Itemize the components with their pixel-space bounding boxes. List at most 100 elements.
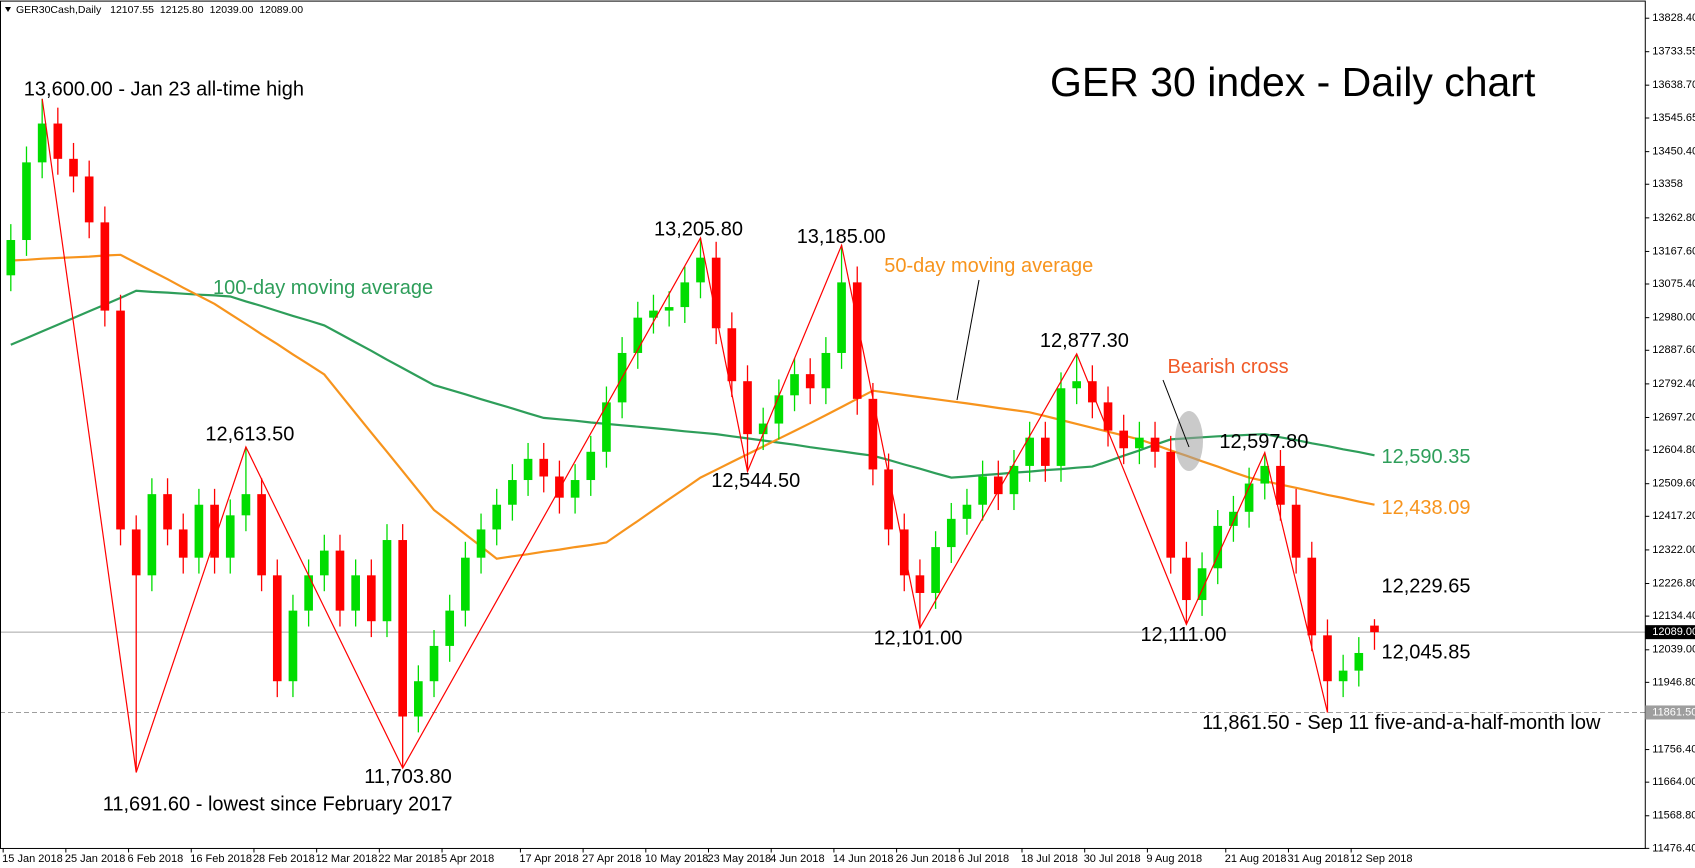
zigzag-layer bbox=[41, 98, 1329, 773]
y-tick-label: 11664.00 bbox=[1652, 776, 1695, 788]
y-tick-label: 13733.55 bbox=[1652, 46, 1695, 58]
candle-body bbox=[727, 328, 737, 382]
candle-body bbox=[868, 398, 878, 470]
candle-body bbox=[1307, 557, 1317, 636]
candle-body bbox=[257, 494, 266, 576]
menu-icon bbox=[5, 7, 11, 12]
price-label: 11861.50 bbox=[1652, 706, 1695, 718]
candle-body bbox=[1197, 568, 1207, 601]
candle-body bbox=[492, 504, 502, 530]
y-tick-label: 13638.70 bbox=[1652, 79, 1695, 91]
y-tick-label: 13358 bbox=[1652, 178, 1683, 190]
candle-body bbox=[6, 240, 16, 276]
annotation: 100-day moving average bbox=[213, 277, 433, 299]
candle-body bbox=[821, 352, 831, 389]
annotation: 12,101.00 bbox=[873, 627, 962, 649]
x-tick-label: 4 Jun 2018 bbox=[770, 853, 824, 865]
candle-body bbox=[53, 123, 63, 159]
candle-body bbox=[884, 469, 893, 530]
y-tick-label: 11946.80 bbox=[1652, 676, 1695, 688]
candle-body bbox=[1276, 465, 1285, 505]
candle-body bbox=[147, 494, 157, 576]
candle-body bbox=[1338, 670, 1348, 682]
y-tick-label: 13167.60 bbox=[1652, 245, 1695, 257]
y-tick-label: 12509.60 bbox=[1652, 478, 1695, 490]
x-tick-label: 18 Jul 2018 bbox=[1021, 853, 1078, 865]
annotation: 13,185.00 bbox=[797, 226, 886, 248]
x-tick-label: 16 Feb 2018 bbox=[190, 853, 252, 865]
candle-body bbox=[210, 504, 219, 558]
x-tick-label: 14 Jun 2018 bbox=[833, 853, 894, 865]
annotation: 12,877.30 bbox=[1040, 330, 1129, 352]
candle-body bbox=[429, 645, 439, 682]
chart-header: GER30Cash,Daily 12107.55 12125.80 12039.… bbox=[16, 4, 303, 16]
annotation: 13,600.00 - Jan 23 all-time high bbox=[24, 78, 304, 100]
candle-body bbox=[461, 557, 470, 611]
candle-body bbox=[304, 575, 313, 611]
candle-body bbox=[476, 529, 486, 558]
candle-body bbox=[351, 575, 360, 611]
candle-body bbox=[100, 222, 110, 311]
annotation: 50-day moving average bbox=[884, 255, 1093, 277]
y-tick-label: 11756.40 bbox=[1652, 743, 1695, 755]
candle-body bbox=[852, 282, 862, 399]
y-tick-label: 13545.65 bbox=[1652, 112, 1695, 124]
candle-body bbox=[993, 476, 1003, 495]
x-tick-label: 12 Sep 2018 bbox=[1350, 853, 1412, 865]
candle-body bbox=[398, 540, 407, 717]
annotation: 11,691.60 - lowest since February 2017 bbox=[103, 793, 453, 815]
x-tick-label: 22 Mar 2018 bbox=[378, 853, 440, 865]
cross-highlight bbox=[1175, 411, 1203, 471]
annotation: 11,703.80 bbox=[364, 766, 452, 788]
candle-body bbox=[523, 458, 533, 481]
candle-body bbox=[1166, 451, 1176, 558]
y-tick-label: 12887.60 bbox=[1652, 344, 1695, 356]
candle-body bbox=[758, 423, 768, 435]
candle-body bbox=[1244, 483, 1254, 512]
candle-body bbox=[1119, 430, 1129, 449]
candle-body bbox=[696, 257, 705, 283]
y-tick-label: 13262.80 bbox=[1652, 212, 1695, 224]
price-label: 12089.00 bbox=[1652, 626, 1695, 638]
candle-body bbox=[1370, 625, 1379, 633]
candle-body bbox=[962, 504, 972, 519]
candle-body bbox=[319, 550, 329, 576]
price-label-box bbox=[1645, 625, 1695, 640]
y-tick-label: 12134.40 bbox=[1652, 610, 1695, 622]
candle-body bbox=[163, 494, 172, 530]
y-tick-label: 12792.40 bbox=[1652, 378, 1695, 390]
y-tick-label: 12417.20 bbox=[1652, 510, 1695, 522]
ohlc-open: 12107.55 bbox=[110, 4, 154, 16]
candle-body bbox=[790, 374, 799, 396]
candle-body bbox=[915, 575, 925, 593]
candle-body bbox=[1025, 437, 1034, 466]
y-tick-label: 12980.00 bbox=[1652, 312, 1695, 324]
candle-body bbox=[664, 307, 674, 311]
x-tick-label: 12 Mar 2018 bbox=[316, 853, 378, 865]
candle-body bbox=[649, 310, 658, 318]
candle-body bbox=[1040, 437, 1050, 466]
candle-body bbox=[22, 162, 31, 241]
candle-body bbox=[288, 610, 298, 682]
candle-body bbox=[978, 476, 987, 505]
candle-body bbox=[225, 515, 235, 558]
candle-body bbox=[1056, 388, 1066, 466]
candle-body bbox=[1135, 437, 1144, 449]
candle-body bbox=[539, 458, 549, 477]
annotation: 12,438.09 bbox=[1382, 497, 1471, 519]
candle-body bbox=[633, 317, 643, 353]
candle-body bbox=[805, 374, 815, 389]
candle-body bbox=[1072, 381, 1081, 389]
x-tick-label: 17 Apr 2018 bbox=[519, 853, 578, 865]
x-tick-label: 25 Jan 2018 bbox=[65, 853, 126, 865]
candle-body bbox=[570, 480, 580, 498]
annotation: 12,111.00 bbox=[1140, 624, 1226, 646]
y-tick-label: 13828.40 bbox=[1652, 12, 1695, 24]
moving-average-line bbox=[10, 253, 1375, 560]
candle-body bbox=[414, 681, 423, 717]
candle-body bbox=[1213, 525, 1223, 569]
candle-body bbox=[69, 158, 78, 177]
